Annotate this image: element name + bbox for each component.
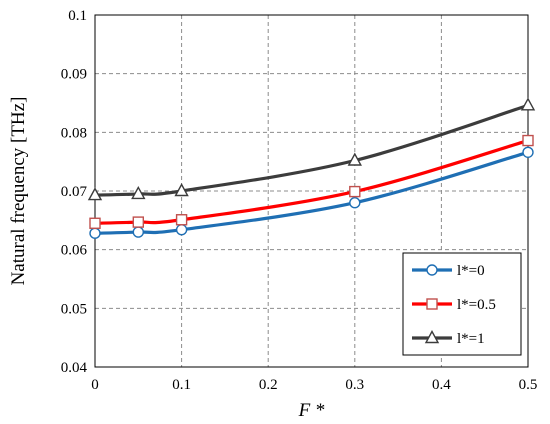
data-point (522, 146, 534, 158)
data-point (347, 152, 362, 166)
data-point (175, 224, 188, 236)
legend: l*=0 l*=0.5 l*=1 (402, 252, 522, 356)
y-tick-label: 0.04 (61, 360, 88, 376)
legend-marker (426, 298, 438, 310)
series-group (87, 97, 536, 239)
legend-item: l*=0 (412, 263, 485, 279)
legend-label: l*=1 (457, 331, 485, 347)
x-tick-label: 0 (91, 377, 99, 393)
x-tick-label: 0.5 (519, 377, 538, 393)
legend-marker (426, 264, 438, 276)
series-line (94, 103, 529, 197)
data-point (175, 214, 188, 226)
data-point (132, 216, 145, 228)
y-tick-label: 0.08 (61, 125, 87, 141)
legend-label: l*=0 (457, 263, 485, 279)
data-point (349, 185, 361, 198)
data-point (132, 226, 145, 238)
legend-label: l*=0.5 (457, 297, 496, 313)
y-axis-title: Natural frequency [THz] (8, 97, 29, 286)
legend-marker (424, 330, 440, 344)
y-tick-label: 0.07 (61, 184, 88, 200)
y-tick-label: 0.05 (61, 301, 87, 317)
series-3 (87, 97, 536, 201)
x-axis-title: F * (298, 400, 325, 421)
data-point (349, 197, 361, 209)
y-tick-label: 0.06 (61, 243, 88, 259)
data-point (520, 97, 536, 111)
x-tick-label: 0.4 (432, 377, 451, 393)
y-tick-label: 0.09 (61, 67, 87, 83)
legend-item: l*=0.5 (412, 297, 496, 313)
data-point (87, 187, 103, 201)
data-point (174, 183, 189, 197)
data-point (89, 217, 101, 229)
y-tick-label: 0.1 (68, 8, 87, 24)
data-point (522, 134, 534, 147)
series-2 (89, 134, 534, 229)
legend-item: l*=1 (412, 330, 485, 347)
tick-labels: 0 0.1 0.2 0.3 0.4 0.5 0.04 0.05 0.06 0.07 0.08 0.09… (61, 8, 538, 393)
data-point (89, 227, 101, 239)
x-tick-label: 0.1 (172, 377, 191, 393)
x-tick-label: 0.2 (259, 377, 278, 393)
x-tick-label: 0.3 (345, 377, 364, 393)
data-point (131, 185, 146, 200)
